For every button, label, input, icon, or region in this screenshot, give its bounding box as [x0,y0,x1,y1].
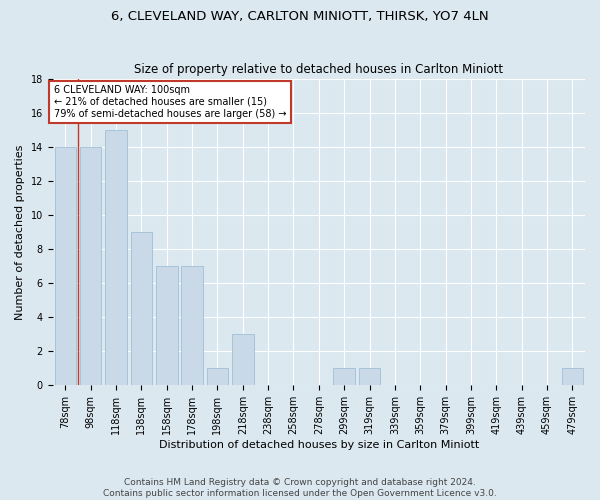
X-axis label: Distribution of detached houses by size in Carlton Miniott: Distribution of detached houses by size … [159,440,479,450]
Bar [232,334,254,386]
Bar [80,146,101,386]
Y-axis label: Number of detached properties: Number of detached properties [15,144,25,320]
Text: 6 CLEVELAND WAY: 100sqm
← 21% of detached houses are smaller (15)
79% of semi-de: 6 CLEVELAND WAY: 100sqm ← 21% of detache… [54,86,286,118]
Bar [181,266,203,386]
Bar [359,368,380,386]
Bar [55,146,76,386]
Bar [105,130,127,386]
Text: Contains HM Land Registry data © Crown copyright and database right 2024.
Contai: Contains HM Land Registry data © Crown c… [103,478,497,498]
Bar [131,232,152,386]
Title: Size of property relative to detached houses in Carlton Miniott: Size of property relative to detached ho… [134,63,503,76]
Bar [206,368,228,386]
Bar [334,368,355,386]
Text: 6, CLEVELAND WAY, CARLTON MINIOTT, THIRSK, YO7 4LN: 6, CLEVELAND WAY, CARLTON MINIOTT, THIRS… [111,10,489,23]
Bar [156,266,178,386]
Bar [562,368,583,386]
